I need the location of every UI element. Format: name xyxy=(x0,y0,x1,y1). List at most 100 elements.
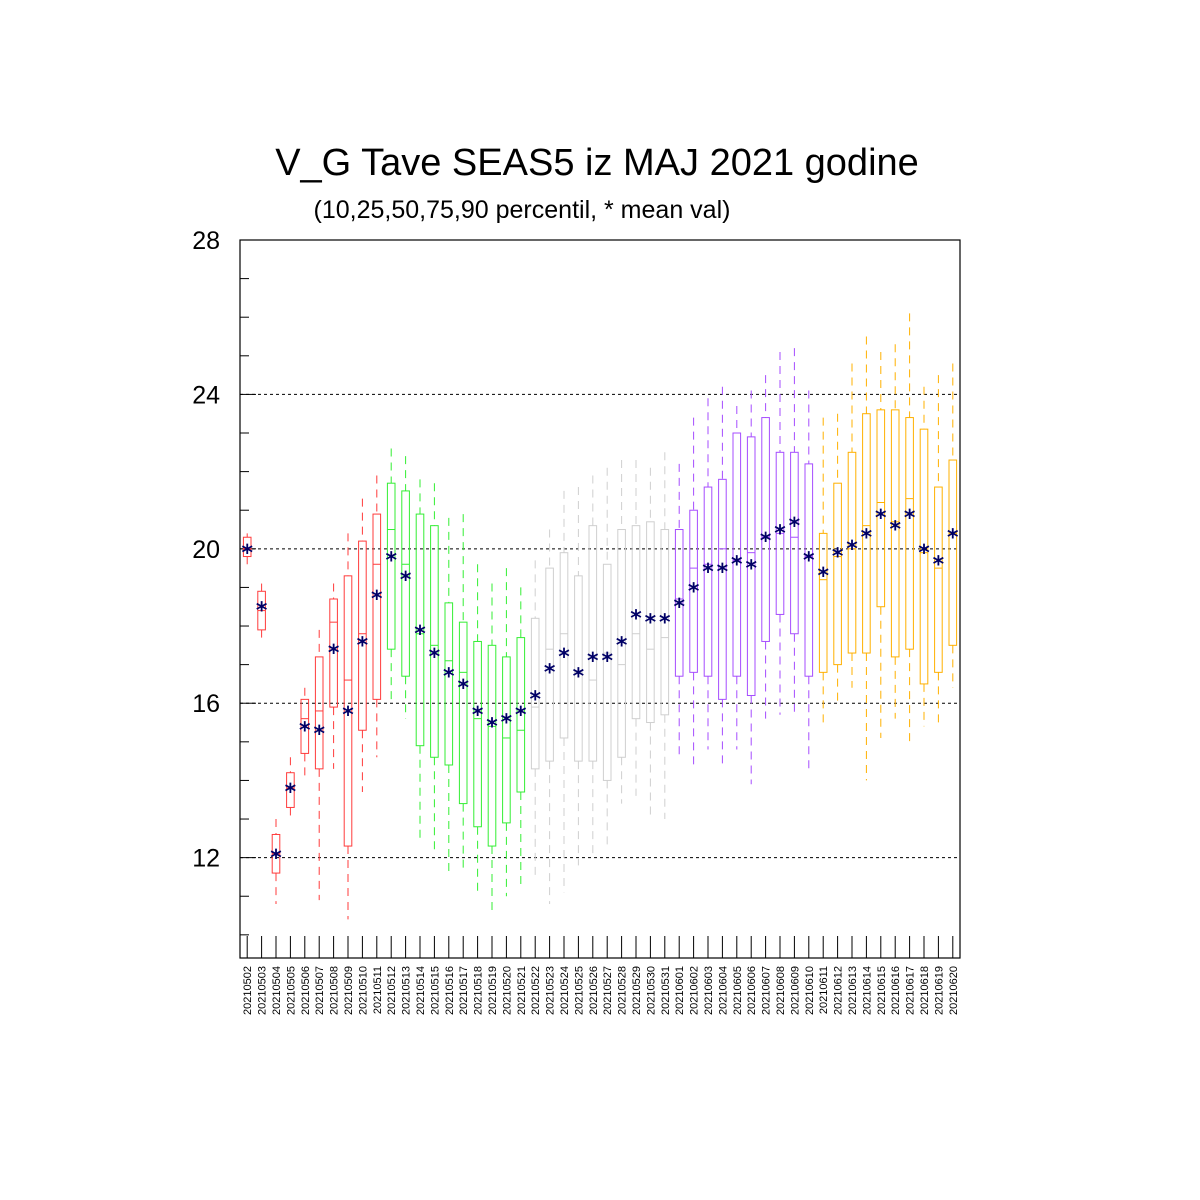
plot-frame xyxy=(239,239,961,959)
x-tick-label: 20210604 xyxy=(717,966,729,1015)
x-tick-label: 20210525 xyxy=(573,966,585,1015)
x-tick-label: 20210512 xyxy=(386,966,398,1015)
mean-marker: * xyxy=(645,610,657,635)
box-20210514 xyxy=(415,479,425,839)
iqr-box xyxy=(401,490,410,677)
iqr-box xyxy=(934,486,943,673)
mean-marker: * xyxy=(774,522,786,547)
box-20210516 xyxy=(444,517,454,877)
x-tick-label: 20210522 xyxy=(530,966,542,1015)
mean-marker: * xyxy=(803,549,815,574)
mean-marker: * xyxy=(270,846,282,871)
box-20210507 xyxy=(314,629,324,901)
box-20210619 xyxy=(934,375,943,723)
iqr-box xyxy=(876,409,886,608)
box-20210529 xyxy=(631,460,641,796)
x-tick-label: 20210528 xyxy=(617,966,629,1015)
iqr-box xyxy=(602,563,612,781)
box-20210615 xyxy=(876,351,886,738)
iqr-box xyxy=(890,409,900,658)
box-20210613 xyxy=(847,363,857,688)
mean-marker: * xyxy=(832,545,844,570)
mean-marker: * xyxy=(745,556,757,581)
iqr-box xyxy=(487,644,497,847)
mean-marker: * xyxy=(429,645,441,670)
x-tick-label: 20210514 xyxy=(415,966,427,1015)
mean-marker: * xyxy=(472,703,484,728)
iqr-box xyxy=(386,482,396,650)
x-tick-label: 20210516 xyxy=(444,966,456,1015)
iqr-box xyxy=(430,525,439,758)
y-tick-label: 20 xyxy=(192,536,220,564)
iqr-box xyxy=(242,536,252,558)
x-tick-label: 20210524 xyxy=(559,966,571,1015)
box-20210609 xyxy=(790,348,799,715)
box-20210616 xyxy=(890,344,900,719)
mean-marker: * xyxy=(501,711,513,736)
iqr-box xyxy=(948,459,958,646)
iqr-box xyxy=(847,451,857,654)
mean-marker: * xyxy=(544,660,556,685)
box-20210515 xyxy=(430,483,439,850)
iqr-box xyxy=(761,417,770,642)
y-tick-label: 16 xyxy=(192,690,220,718)
box-20210502 xyxy=(242,533,252,565)
box-20210526 xyxy=(588,475,598,858)
mean-marker: * xyxy=(760,529,772,554)
mean-marker: * xyxy=(443,664,455,689)
box-20210602 xyxy=(689,417,698,769)
box-20210614 xyxy=(862,336,871,781)
box-20210611 xyxy=(818,417,828,723)
iqr-box xyxy=(415,513,425,747)
box-20210606 xyxy=(746,390,756,785)
mean-marker: * xyxy=(414,622,426,647)
x-tick-label: 20210531 xyxy=(660,966,672,1015)
box-20210509 xyxy=(343,533,353,920)
iqr-box xyxy=(919,428,929,685)
mean-marker: * xyxy=(400,568,412,593)
iqr-box xyxy=(300,698,310,754)
box-20210517 xyxy=(458,514,468,874)
box-20210523 xyxy=(545,529,554,904)
x-tick-label: 20210602 xyxy=(689,966,701,1015)
mean-marker: * xyxy=(861,525,873,550)
mean-marker: * xyxy=(601,649,613,674)
x-tick-label: 20210605 xyxy=(732,966,744,1015)
mean-marker: * xyxy=(904,506,916,531)
x-tick-label: 20210617 xyxy=(905,966,917,1015)
iqr-box xyxy=(804,463,814,677)
box-20210504 xyxy=(271,819,281,904)
x-tick-label: 20210519 xyxy=(487,966,499,1015)
y-tick-label: 28 xyxy=(192,227,220,255)
iqr-box xyxy=(329,598,338,708)
x-tick-label: 20210606 xyxy=(746,966,758,1015)
iqr-box xyxy=(617,529,626,758)
box-20210512 xyxy=(386,448,396,704)
box-20210610 xyxy=(804,390,814,773)
box-20210503 xyxy=(257,583,266,638)
mean-marker: * xyxy=(688,579,700,604)
x-tick-label: 20210607 xyxy=(761,966,773,1015)
x-tick-label: 20210608 xyxy=(775,966,787,1015)
mean-marker: * xyxy=(357,633,369,658)
iqr-box xyxy=(818,532,828,673)
iqr-box xyxy=(631,525,641,720)
x-tick-label: 20210508 xyxy=(329,966,341,1015)
iqr-box xyxy=(545,567,554,762)
x-tick-label: 20210610 xyxy=(804,966,816,1015)
iqr-box xyxy=(790,451,799,635)
x-tick-label: 20210517 xyxy=(458,966,470,1015)
x-tick-label: 20210611 xyxy=(818,966,830,1014)
iqr-box xyxy=(746,436,756,697)
mean-marker: * xyxy=(328,641,340,666)
box-20210522 xyxy=(530,560,540,877)
mean-marker: * xyxy=(731,552,743,577)
x-tick-label: 20210509 xyxy=(343,966,355,1015)
x-tick-label: 20210527 xyxy=(602,966,614,1015)
iqr-box xyxy=(458,621,468,805)
iqr-box xyxy=(444,602,454,766)
mean-marker: * xyxy=(371,587,383,612)
box-20210519 xyxy=(487,583,497,912)
